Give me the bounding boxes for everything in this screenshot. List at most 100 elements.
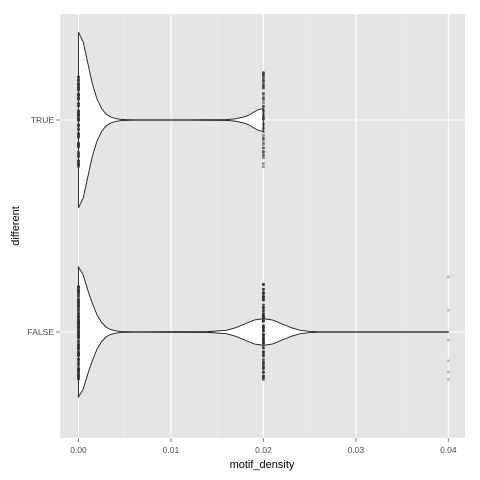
x-tick-label: 0.02	[255, 445, 272, 455]
data-point	[77, 329, 80, 333]
data-point	[262, 291, 265, 295]
y-tick-label-false: FALSE	[28, 327, 55, 337]
data-point	[262, 110, 265, 114]
data-point	[262, 350, 265, 354]
data-point	[262, 287, 265, 291]
data-point	[77, 322, 80, 326]
data-point	[262, 146, 265, 150]
data-point	[262, 83, 265, 87]
data-point	[262, 303, 265, 307]
data-point	[77, 364, 80, 367]
data-point	[77, 291, 80, 294]
data-point	[77, 135, 80, 139]
data-point	[77, 155, 80, 159]
x-tick-label: 0.04	[440, 445, 457, 455]
data-point	[262, 329, 265, 333]
data-point	[77, 83, 80, 87]
data-point	[77, 101, 80, 105]
data-point	[77, 285, 80, 289]
data-point	[77, 112, 80, 116]
data-point	[77, 345, 80, 349]
data-point	[446, 308, 450, 312]
data-point	[262, 306, 265, 309]
data-point	[262, 81, 265, 85]
data-point	[262, 153, 265, 157]
data-point	[77, 352, 80, 356]
data-point	[77, 295, 80, 298]
data-point	[77, 93, 80, 97]
data-point	[77, 359, 80, 363]
data-point	[262, 363, 265, 366]
data-points	[77, 70, 450, 381]
data-point	[446, 359, 450, 363]
data-point	[262, 374, 265, 378]
data-point	[262, 358, 265, 362]
data-point	[77, 312, 80, 315]
data-point	[446, 370, 450, 374]
data-point	[262, 151, 265, 155]
data-point	[262, 309, 265, 313]
data-point	[77, 334, 80, 337]
data-point	[77, 288, 80, 292]
x-tick-label: 0.03	[348, 445, 365, 455]
data-point	[77, 118, 80, 121]
y-axis-title: different	[10, 206, 22, 246]
data-point	[77, 128, 80, 132]
data-point	[77, 342, 80, 346]
data-point	[262, 360, 265, 364]
data-point	[77, 159, 80, 163]
data-point	[77, 377, 80, 381]
data-point	[77, 163, 80, 167]
data-point	[262, 332, 265, 336]
data-point	[262, 324, 265, 327]
data-point	[262, 371, 265, 374]
data-point	[262, 156, 265, 160]
data-point	[262, 137, 265, 141]
x-tick-label: 0.01	[163, 445, 180, 455]
data-point	[262, 79, 265, 82]
data-point	[77, 373, 80, 376]
data-point	[77, 142, 80, 146]
data-point	[77, 362, 80, 365]
data-point	[77, 96, 80, 100]
data-point	[446, 377, 450, 381]
data-point	[77, 152, 80, 156]
data-point	[262, 338, 265, 342]
data-point	[262, 122, 265, 125]
data-point	[262, 101, 265, 105]
data-point	[446, 338, 450, 342]
data-point	[77, 309, 80, 313]
minor-gridlines	[124, 14, 403, 438]
data-point	[77, 302, 80, 306]
data-point	[262, 342, 265, 345]
data-point	[262, 130, 265, 134]
data-point	[77, 104, 80, 108]
data-point	[262, 116, 265, 120]
data-point	[77, 340, 80, 343]
data-point	[262, 162, 265, 165]
data-point	[446, 275, 450, 279]
data-point	[262, 326, 265, 330]
data-point	[262, 126, 265, 130]
y-tick-label-true: TRUE	[31, 115, 54, 125]
data-point	[262, 312, 265, 315]
data-point	[262, 283, 265, 286]
data-point	[77, 319, 80, 323]
data-point	[77, 326, 80, 330]
x-axis-ticks: 0.00 0.01 0.02 0.03 0.04	[70, 438, 457, 455]
data-point	[262, 377, 265, 381]
data-point	[262, 298, 265, 302]
data-point	[262, 71, 265, 75]
x-tick-label: 0.00	[70, 445, 87, 455]
data-point	[262, 315, 265, 319]
data-point	[262, 86, 265, 90]
data-point	[262, 92, 265, 96]
x-axis-title: motif_density	[230, 459, 295, 471]
data-point	[262, 366, 265, 370]
data-point	[77, 357, 80, 361]
data-point	[77, 367, 80, 371]
data-point	[77, 131, 80, 135]
y-axis-ticks: TRUE FALSE	[28, 115, 60, 337]
data-point	[262, 165, 265, 169]
